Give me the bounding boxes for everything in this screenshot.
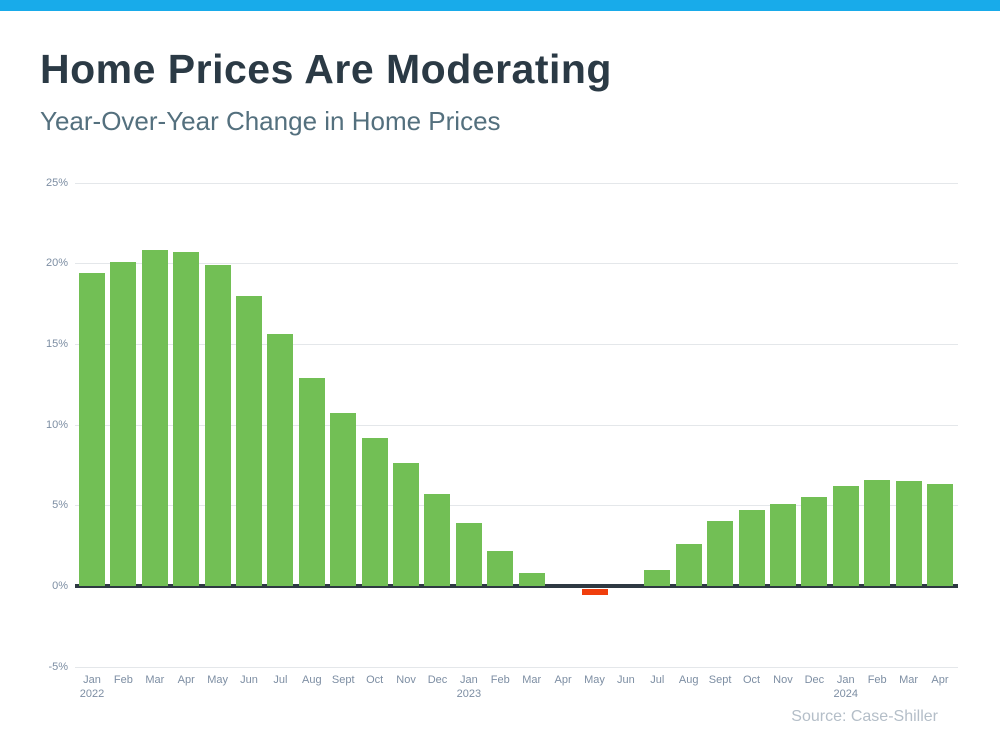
x-axis-label-Nov: Nov	[773, 674, 793, 686]
x-axis-label-Jun: Jun	[617, 674, 635, 686]
x-axis-label-Jan-2022: Jan 2022	[79, 674, 105, 700]
top-accent-bar	[0, 0, 1000, 11]
x-axis-label-Aug: Aug	[302, 674, 322, 686]
y-axis-label--5: -5%	[48, 660, 68, 673]
y-axis-label-10: 10%	[45, 418, 68, 431]
bar-Jun-18%	[236, 295, 263, 586]
bar-Mar-6.5%	[895, 481, 922, 586]
bar-Sept-10.7%	[330, 413, 357, 586]
gridline-10	[75, 424, 958, 426]
bar-Oct-4.7%	[738, 510, 765, 586]
bar-Nov-5.1%	[769, 503, 796, 586]
bar-Aug-2.6%	[675, 544, 702, 586]
x-axis-label-Sept: Sept	[331, 674, 355, 686]
x-axis-label-Jul: Jul	[650, 674, 665, 686]
y-axis-label-0: 0%	[52, 580, 68, 592]
bar-Feb-2.2%	[487, 550, 514, 586]
bar-2024Jan-6.2%	[832, 485, 859, 586]
x-axis-label-Mar: Mar	[145, 674, 165, 686]
y-axis-label-15: 15%	[45, 338, 68, 351]
bar-Feb-6.6%	[864, 479, 891, 586]
x-axis-label-Nov: Nov	[396, 674, 416, 686]
bar-Oct-9.2%	[361, 437, 388, 586]
x-axis-label-May: May	[584, 674, 605, 686]
page-title: Home Prices Are Moderating	[40, 46, 612, 92]
x-axis-label-Sept: Sept	[708, 674, 732, 686]
bar-Dec-5.5%	[801, 497, 828, 586]
x-axis-label-Oct: Oct	[742, 674, 761, 686]
bar-Feb-20.1%	[110, 261, 137, 586]
bar-Nov-7.6%	[393, 463, 420, 586]
x-axis-label-Jun: Jun	[240, 674, 258, 686]
gridline-25	[75, 182, 958, 184]
bar-Apr-20.7%	[173, 252, 200, 586]
zero-axis-line	[75, 584, 958, 588]
bar-Jul-15.6%	[267, 334, 294, 586]
page-subtitle: Year-Over-Year Change in Home Prices	[40, 106, 501, 136]
bar-Aug-12.9%	[298, 377, 325, 586]
x-axis-label-Apr: Apr	[554, 674, 572, 686]
bar-Sept-4%	[707, 521, 734, 586]
x-axis-label-May: May	[207, 674, 229, 686]
x-axis-label-Feb: Feb	[490, 674, 510, 686]
x-axis-label-Dec: Dec	[427, 674, 448, 686]
bar-Jul-1%	[644, 569, 671, 586]
bar-Dec-5.7%	[424, 494, 451, 586]
y-axis-label-25: 25%	[45, 176, 68, 189]
gridline-15	[75, 344, 958, 346]
x-axis-label-Mar: Mar	[522, 674, 542, 686]
x-axis-label-Oct: Oct	[366, 674, 384, 686]
x-axis-label-Jan-2023: Jan 2023	[456, 674, 482, 700]
y-axis-label-5: 5%	[52, 499, 68, 512]
x-axis-label-Jan-2024: Jan 2024	[833, 674, 858, 700]
bar-Mar-0.8%	[518, 573, 545, 586]
bar-Apr-6.3%	[926, 484, 953, 586]
x-axis-label-Apr: Apr	[931, 674, 949, 686]
bar-2023Jan-3.9%	[455, 523, 482, 586]
x-axis-label-Dec: Dec	[804, 674, 825, 686]
y-axis-label-20: 20%	[45, 257, 68, 270]
source-credit: Source: Case-Shiller	[791, 708, 938, 725]
x-axis-label-Feb: Feb	[113, 674, 133, 686]
bar-2022Jan-19.4%	[79, 273, 105, 586]
x-axis-label-Feb: Feb	[867, 674, 887, 686]
gridline-5	[75, 505, 958, 507]
gridline--5	[75, 666, 958, 668]
x-axis-label-Mar: Mar	[899, 674, 919, 686]
gridline-20	[75, 263, 958, 265]
x-axis-label-Apr: Apr	[177, 674, 195, 686]
bar-May--0.4%	[581, 589, 608, 596]
bar-May-19.9%	[204, 265, 231, 586]
x-axis-label-Aug: Aug	[678, 674, 699, 686]
bar-Mar-20.8%	[141, 250, 168, 586]
x-axis-label-Jul: Jul	[273, 674, 288, 686]
